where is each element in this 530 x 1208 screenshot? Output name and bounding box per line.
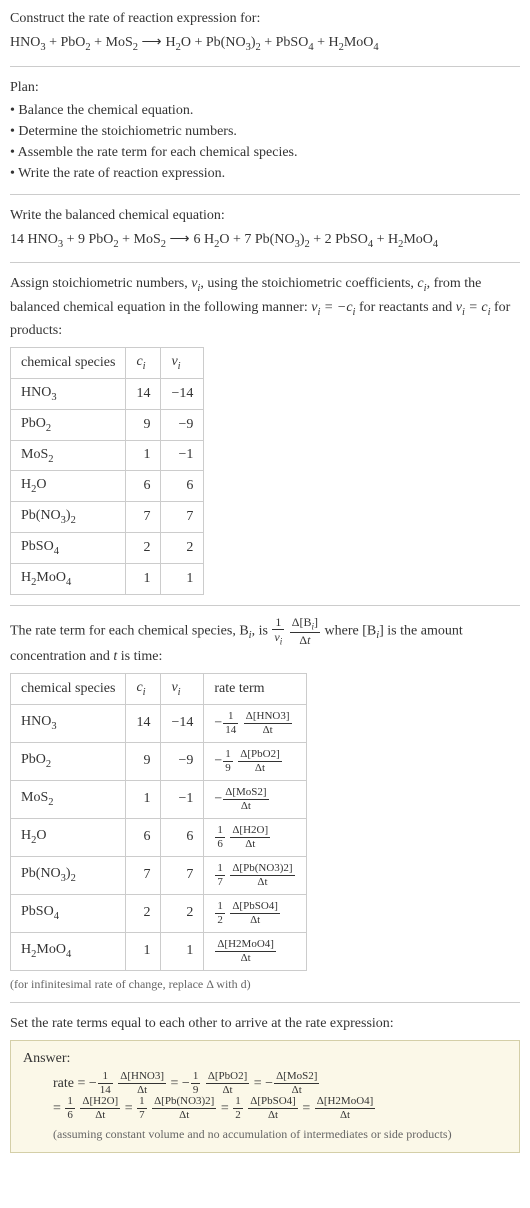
table-row: H2O6616 Δ[H2O]Δt <box>11 818 307 856</box>
final-section: Set the rate terms equal to each other t… <box>10 1013 520 1154</box>
stoich-intro: Assign stoichiometric numbers, νi, using… <box>10 273 520 341</box>
table-row: HNO314−14−114 Δ[HNO3]Δt <box>11 704 307 742</box>
plan-item: • Assemble the rate term for each chemic… <box>10 142 520 163</box>
table-row: H2MoO411 <box>11 563 204 594</box>
col-ci: ci <box>126 673 161 704</box>
col-vi: νi <box>161 673 204 704</box>
plan-item: • Balance the chemical equation. <box>10 100 520 121</box>
divider <box>10 1002 520 1003</box>
divider <box>10 605 520 606</box>
balanced-title: Write the balanced chemical equation: <box>10 205 520 226</box>
c-symbol: ci <box>417 276 426 291</box>
table-row: Pb(NO3)27717 Δ[Pb(NO3)2]Δt <box>11 856 307 894</box>
plan-item: • Write the rate of reaction expression. <box>10 163 520 184</box>
nu-symbol: νi <box>191 276 200 291</box>
table-header-row: chemical species ci νi <box>11 348 204 379</box>
balanced-lhs: 14 HNO3 + 9 PbO2 + MoS2 <box>10 232 166 247</box>
col-species: chemical species <box>11 673 126 704</box>
divider <box>10 194 520 195</box>
stoich-section: Assign stoichiometric numbers, νi, using… <box>10 273 520 594</box>
final-title: Set the rate terms equal to each other t… <box>10 1013 520 1034</box>
divider <box>10 262 520 263</box>
table-row: PbO29−9 <box>11 409 204 440</box>
divider <box>10 66 520 67</box>
table-row: H2MoO411Δ[H2MoO4]Δt <box>11 932 307 970</box>
col-species: chemical species <box>11 348 126 379</box>
balanced-equation: 14 HNO3 + 9 PbO2 + MoS2 ⟶ 6 H2O + 7 Pb(N… <box>10 228 520 253</box>
table-row: Pb(NO3)277 <box>11 502 204 533</box>
col-rate: rate term <box>204 673 306 704</box>
balanced-rhs: 6 H2O + 7 Pb(NO3)2 + 2 PbSO4 + H2MoO4 <box>194 232 439 247</box>
arrow-icon: ⟶ <box>170 230 194 246</box>
problem-header: Construct the rate of reaction expressio… <box>10 8 520 56</box>
plan-item: • Determine the stoichiometric numbers. <box>10 121 520 142</box>
answer-note: (assuming constant volume and no accumul… <box>53 1127 507 1142</box>
rate-formula: 1νi <box>272 616 284 646</box>
col-ci: ci <box>126 348 161 379</box>
answer-box: Answer: rate = −114 Δ[HNO3]Δt = −19 Δ[Pb… <box>10 1040 520 1154</box>
table-row: HNO314−14 <box>11 378 204 409</box>
table-row: PbO29−9−19 Δ[PbO2]Δt <box>11 742 307 780</box>
rate-term-intro: The rate term for each chemical species,… <box>10 616 520 667</box>
table-row: PbSO422 <box>11 532 204 563</box>
col-vi: νi <box>161 348 204 379</box>
table-row: H2O66 <box>11 471 204 502</box>
table-row: MoS21−1 <box>11 440 204 471</box>
arrow-icon: ⟶ <box>142 33 166 49</box>
plan-title: Plan: <box>10 77 520 98</box>
eq-rhs: H2O + Pb(NO3)2 + PbSO4 + H2MoO4 <box>166 35 379 50</box>
unbalanced-equation: HNO3 + PbO2 + MoS2 ⟶ H2O + Pb(NO3)2 + Pb… <box>10 31 520 56</box>
table-row: MoS21−1−Δ[MoS2]Δt <box>11 780 307 818</box>
plan-section: Plan: • Balance the chemical equation. •… <box>10 77 520 184</box>
balanced-section: Write the balanced chemical equation: 14… <box>10 205 520 253</box>
stoich-table: chemical species ci νi HNO314−14 PbO29−9… <box>10 347 204 594</box>
rate-term-note: (for infinitesimal rate of change, repla… <box>10 977 520 992</box>
rate-term-section: The rate term for each chemical species,… <box>10 616 520 992</box>
table-row: PbSO42212 Δ[PbSO4]Δt <box>11 894 307 932</box>
rate-term-table: chemical species ci νi rate term HNO314−… <box>10 673 307 971</box>
problem-title: Construct the rate of reaction expressio… <box>10 8 520 29</box>
eq-lhs: HNO3 + PbO2 + MoS2 <box>10 35 138 50</box>
answer-label: Answer: <box>23 1051 507 1067</box>
table-header-row: chemical species ci νi rate term <box>11 673 307 704</box>
answer-expression: rate = −114 Δ[HNO3]Δt = −19 Δ[PbO2]Δt = … <box>53 1071 507 1122</box>
